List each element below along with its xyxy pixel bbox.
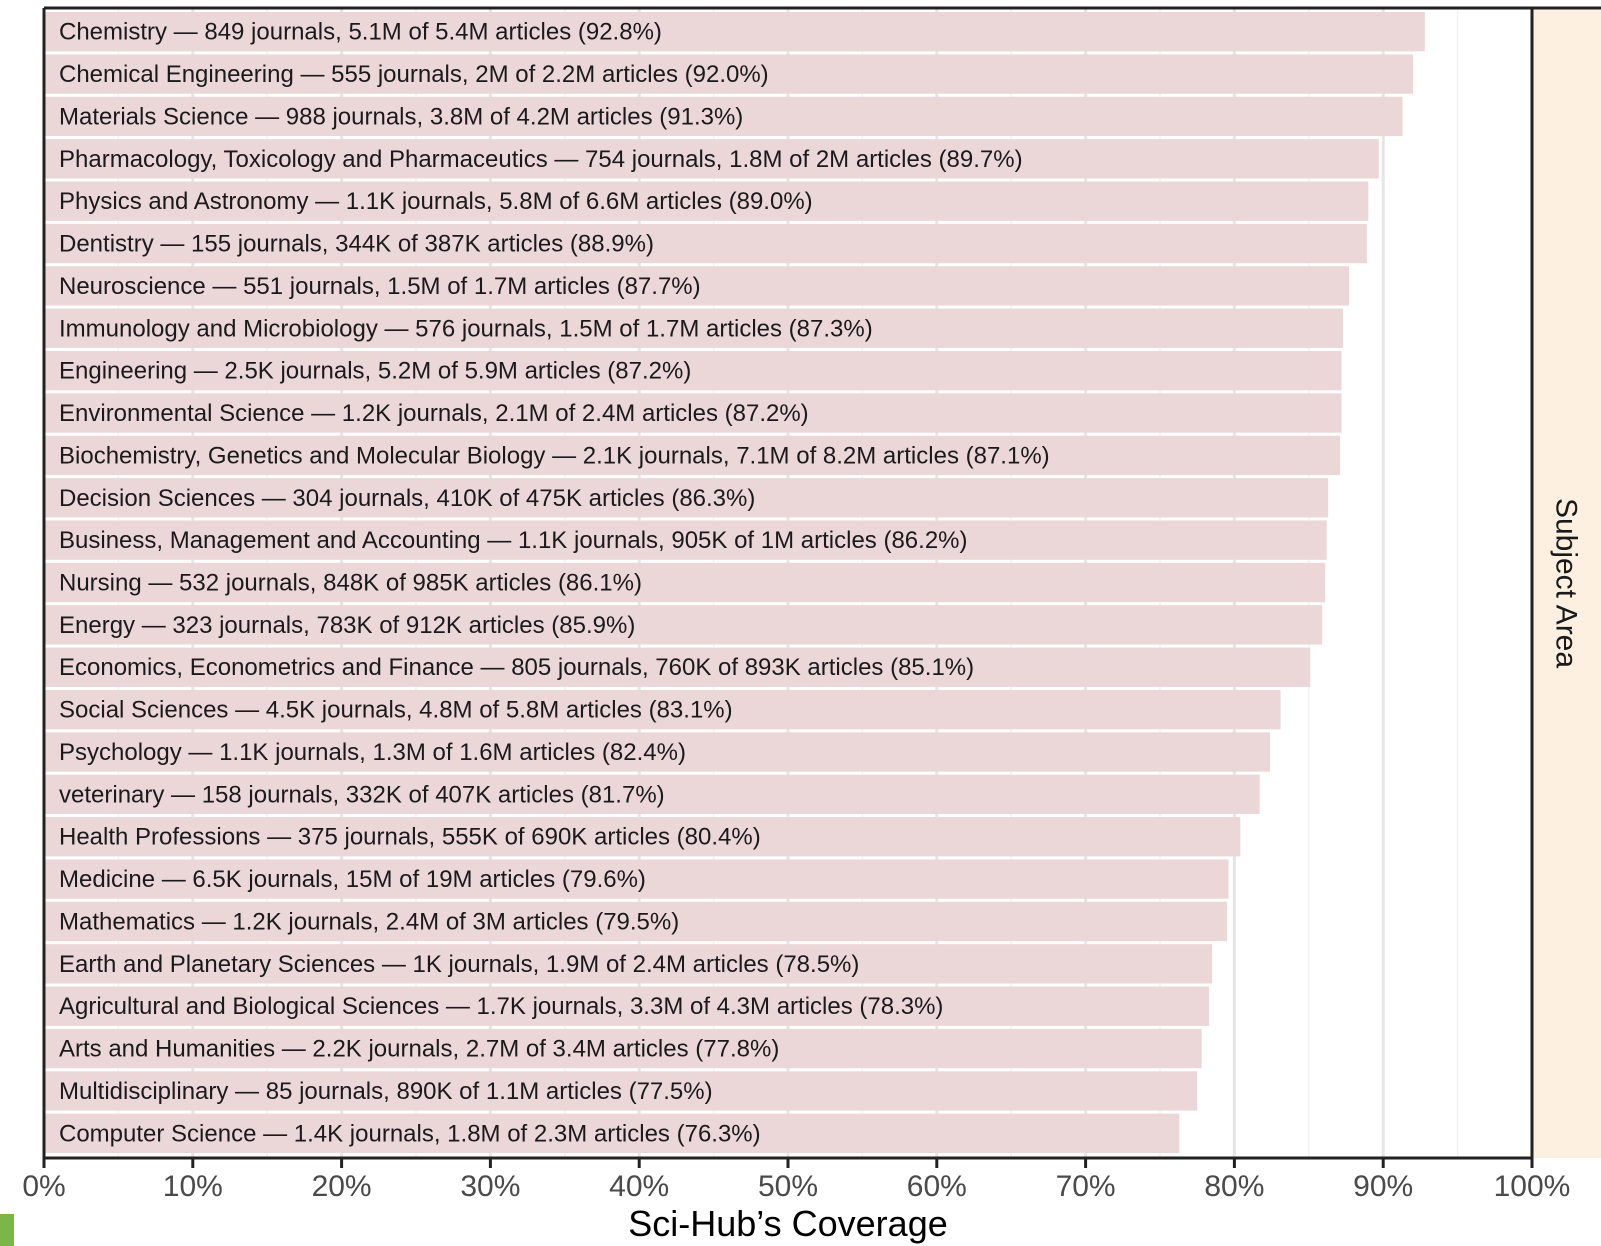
x-tick-label: 80% — [1204, 1170, 1264, 1203]
x-tick-label: 10% — [163, 1170, 223, 1203]
x-tick-label: 0% — [22, 1170, 65, 1203]
x-tick-label: 90% — [1353, 1170, 1413, 1203]
bar-label: Business, Management and Accounting — 1.… — [59, 527, 968, 554]
x-tick-label: 50% — [758, 1170, 818, 1203]
bar-label: Arts and Humanities — 2.2K journals, 2.7… — [59, 1036, 779, 1063]
x-tick-label: 70% — [1056, 1170, 1116, 1203]
bar-label: Chemistry — 849 journals, 5.1M of 5.4M a… — [59, 19, 662, 46]
bar-label: Environmental Science — 1.2K journals, 2… — [59, 400, 809, 427]
bar-label: Health Professions — 375 journals, 555K … — [59, 824, 761, 851]
bar-label: Agricultural and Biological Sciences — 1… — [59, 993, 943, 1020]
bar-label: Materials Science — 988 journals, 3.8M o… — [59, 103, 743, 130]
bar-label: Biochemistry, Genetics and Molecular Bio… — [59, 442, 1050, 469]
bar-label: Decision Sciences — 304 journals, 410K o… — [59, 485, 755, 512]
bar-label: Psychology — 1.1K journals, 1.3M of 1.6M… — [59, 739, 686, 766]
bar-label: Earth and Planetary Sciences — 1K journa… — [59, 951, 859, 978]
x-axis-title: Sci-Hub’s Coverage — [628, 1203, 947, 1244]
bar-label: veterinary — 158 journals, 332K of 407K … — [59, 781, 665, 808]
bar-label: Neuroscience — 551 journals, 1.5M of 1.7… — [59, 273, 701, 300]
bar-label: Computer Science — 1.4K journals, 1.8M o… — [59, 1120, 761, 1147]
facet-label: Subject Area — [1550, 498, 1583, 668]
bar-label: Engineering — 2.5K journals, 5.2M of 5.9… — [59, 358, 691, 385]
bar-label: Multidisciplinary — 85 journals, 890K of… — [59, 1078, 713, 1105]
x-tick-label: 30% — [460, 1170, 520, 1203]
bar-label: Mathematics — 1.2K journals, 2.4M of 3M … — [59, 908, 679, 935]
x-axis-ticks: 0% 10% 20% 30% 40% 50% 60% 70% 80% 90% 100% — [22, 1158, 1570, 1203]
bar-label: Energy — 323 journals, 783K of 912K arti… — [59, 612, 635, 639]
bar-label: Pharmacology, Toxicology and Pharmaceuti… — [59, 146, 1023, 173]
bar-label: Chemical Engineering — 555 journals, 2M … — [59, 61, 769, 88]
x-tick-label: 60% — [907, 1170, 967, 1203]
bar-label: Medicine — 6.5K journals, 15M of 19M art… — [59, 866, 646, 893]
bar-label: Nursing — 532 journals, 848K of 985K art… — [59, 570, 642, 597]
corner-marker — [0, 1214, 14, 1246]
bar-label: Immunology and Microbiology — 576 journa… — [59, 315, 873, 342]
bar-label: Physics and Astronomy — 1.1K journals, 5… — [59, 188, 813, 215]
bar-label: Dentistry — 155 journals, 344K of 387K a… — [59, 231, 654, 258]
x-tick-label: 40% — [609, 1170, 669, 1203]
bar-label: Economics, Econometrics and Finance — 80… — [59, 654, 974, 681]
x-tick-label: 100% — [1494, 1170, 1571, 1203]
bar-label: Social Sciences — 4.5K journals, 4.8M of… — [59, 697, 733, 724]
x-tick-label: 20% — [312, 1170, 372, 1203]
